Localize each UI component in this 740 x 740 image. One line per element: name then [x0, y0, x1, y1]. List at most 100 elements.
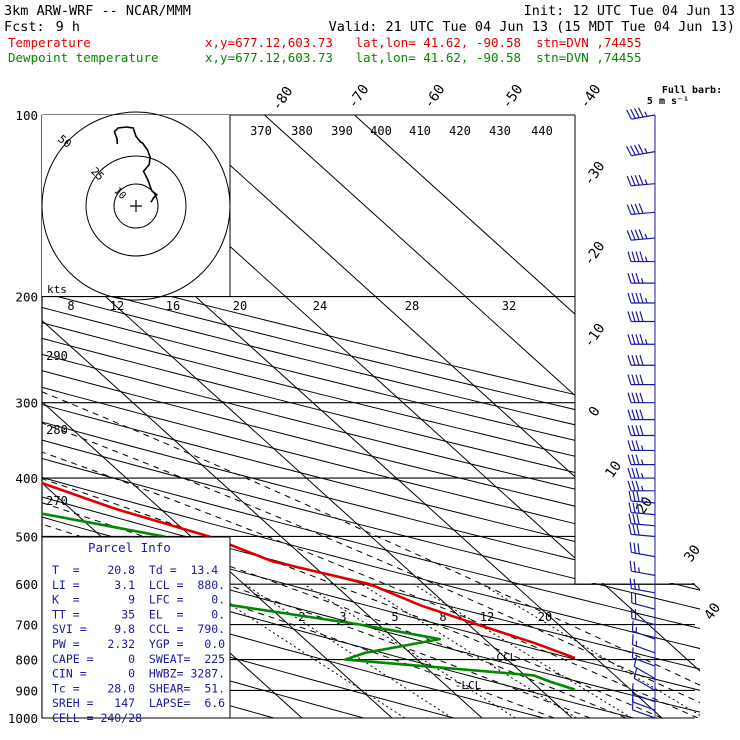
wind-barb [627, 311, 655, 323]
dry-adiabat [42, 115, 700, 718]
barb-staff [632, 701, 656, 711]
barb-staff [631, 602, 656, 610]
barb-flag [631, 272, 636, 284]
isotherm-label: 10 [602, 458, 625, 481]
lcl-label: -CCL [490, 651, 517, 664]
barb-flag [635, 409, 640, 420]
parcel-info-box: Parcel Info T = 20.8 Td = 13.4LI = 3.1 L… [41, 536, 231, 725]
barb-flag [627, 480, 632, 491]
barb-flag [634, 175, 640, 186]
hodo-speed-label: 20 [233, 299, 247, 313]
barb-flag [627, 409, 632, 420]
barb-flag [631, 467, 636, 479]
barb-flag [637, 144, 644, 154]
wind-barb [626, 107, 656, 120]
dry-adiabat [42, 115, 700, 718]
dry-adiabat [42, 115, 700, 718]
parcel-info-row: K = 9 LFC = 0. [52, 593, 225, 607]
barb-flag [634, 108, 640, 119]
wind-barb [627, 355, 655, 366]
theta-label: 390 [331, 124, 353, 138]
barb-flag [638, 229, 644, 240]
isotherm [264, 115, 700, 718]
theta-label: 430 [489, 124, 511, 138]
barb-half-flag [640, 472, 644, 479]
dry-adiabat [42, 115, 700, 718]
barb-flag [633, 542, 636, 554]
isotherm-label: 0 [586, 404, 604, 420]
hodograph-ring-middle [85, 155, 187, 257]
barb-flag [630, 175, 636, 186]
moist-adiabat [42, 354, 700, 718]
parcel-info-row: CELL = 240/28 [52, 711, 142, 725]
model-title: 3km ARW-WRF -- NCAR/MMM [4, 3, 191, 19]
hodo-speed-label: 12 [110, 299, 124, 313]
barb-flag [629, 560, 632, 572]
barb-flag [632, 513, 636, 525]
barb-flag [639, 292, 644, 304]
barb-flag [627, 334, 632, 345]
barb-flag [627, 425, 632, 436]
barb-flag [637, 107, 644, 118]
isotherm-label: 40 [701, 600, 724, 623]
barb-flag [631, 620, 634, 631]
theta-label: 410 [409, 124, 431, 138]
barb-flag [631, 292, 636, 304]
hodograph-ring-outer [41, 111, 231, 301]
barb-flag [633, 668, 638, 679]
hodo-unit-label: kts [47, 283, 67, 296]
barb-half-flag [644, 179, 648, 185]
isotherm-label: -60 [421, 82, 449, 112]
barb-flag [630, 229, 636, 241]
pressure-label-200: 200 [15, 290, 38, 305]
parcel-info-row: Tc = 28.0 SHEAR= 51. [52, 681, 225, 695]
barb-flag [628, 502, 632, 513]
parcel-info-row: LI = 3.1 LCL = 880. [52, 578, 225, 592]
pressure-label-600: 600 [15, 577, 38, 592]
isotherm-label: -30 [581, 159, 609, 189]
barb-flag [627, 374, 632, 385]
mixing-ratio-label: 3 [339, 610, 346, 624]
barb-flag [626, 204, 632, 215]
dry-adiabat [42, 115, 700, 718]
isotherm-label: -70 [345, 82, 373, 112]
wind-barb [627, 392, 655, 404]
moist-adiabat [42, 354, 699, 718]
barb-flag [631, 699, 634, 710]
barb-flag [626, 109, 632, 120]
barb-flag [635, 425, 640, 436]
barb-half-flag [644, 339, 648, 345]
wind-barb [628, 513, 656, 527]
hodo-speed-label: 8 [67, 299, 74, 313]
wind-barb [629, 578, 656, 594]
barb-flag [627, 292, 632, 304]
barb-flag [635, 467, 640, 479]
barb-staff [631, 617, 656, 626]
barb-flag [629, 542, 632, 553]
dry-adiabat [42, 115, 700, 718]
isotherm-label: -50 [499, 82, 527, 112]
hodograph-trace [113, 126, 158, 203]
wind-barb [631, 699, 656, 719]
barb-flag [633, 656, 638, 667]
barb-flag [627, 467, 632, 479]
forecast-label: Fcst: [4, 19, 45, 35]
barb-flag [631, 251, 636, 262]
barb-flag [631, 480, 636, 491]
pressure-label-1000: 1000 [8, 711, 38, 726]
wind-barb [630, 592, 656, 610]
hodograph-ring-inner [113, 183, 159, 229]
barb-flag [639, 251, 644, 262]
wind-barb [626, 144, 656, 157]
barb-half-flag [644, 148, 648, 154]
dewpoint-profile [42, 512, 575, 691]
parcel-info-row: T = 20.8 Td = 13.4 [52, 563, 218, 577]
barb-flag [635, 272, 640, 284]
pressure-label-400: 400 [15, 471, 38, 486]
barb-half-flag [638, 584, 640, 591]
barb-flag [631, 425, 636, 436]
barb-half-flag [640, 277, 644, 284]
wind-barb [629, 542, 656, 558]
pressure-label-900: 900 [15, 683, 38, 698]
legend-dewpoint-info: x,y=677.12,603.73 lat,lon= 41.62, -90.58… [205, 50, 642, 65]
